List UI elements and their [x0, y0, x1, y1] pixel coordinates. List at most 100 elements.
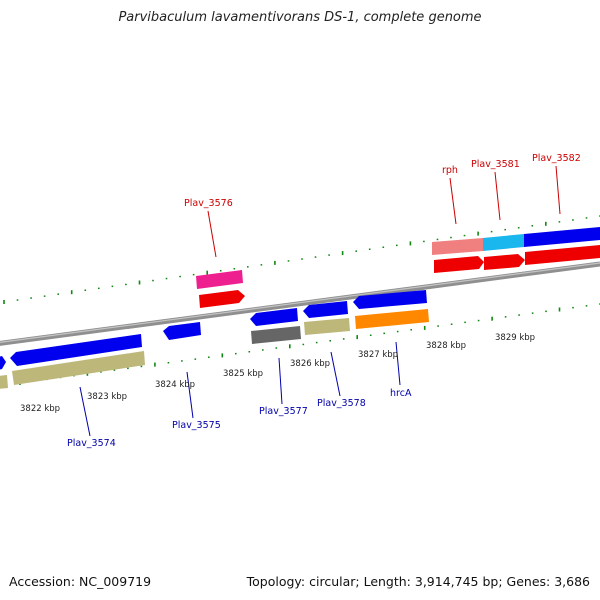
upper-tick: [477, 231, 479, 236]
gene-red-orf-2[interactable]: [484, 254, 525, 270]
upper-tick: [463, 234, 466, 237]
upper-tick: [152, 279, 154, 282]
tick-label-3823: 3823 kbp: [87, 392, 127, 402]
upper-tick: [138, 280, 141, 285]
gene-plav-3581-forward[interactable]: [483, 234, 524, 251]
upper-tick-track: [3, 215, 600, 304]
lower-tick: [113, 369, 116, 371]
gene-label-plav-3574[interactable]: Plav_3574: [67, 438, 116, 449]
upper-tick: [314, 256, 317, 258]
upper-tick: [3, 300, 5, 304]
upper-tick: [409, 241, 412, 246]
gene-label-rph[interactable]: rph: [442, 165, 458, 176]
leader-plav-3575: [186, 371, 194, 419]
upper-tick: [16, 299, 19, 301]
tick-label-3825: 3825 kbp: [223, 369, 263, 379]
gene-plav-3582-forward[interactable]: [524, 227, 600, 247]
tick-label-3822: 3822 kbp: [20, 404, 60, 414]
gene-left-edge-blue[interactable]: [0, 356, 6, 370]
upper-tick: [396, 244, 398, 247]
lower-tick: [437, 325, 439, 327]
upper-tick: [436, 238, 439, 241]
upper-tick: [57, 293, 59, 295]
tick-label-3827: 3827 kbp: [358, 350, 398, 360]
gene-label-plav-3578[interactable]: Plav_3578: [317, 398, 366, 409]
upper-tick: [179, 275, 181, 278]
gene-left-edge-khaki[interactable]: [0, 375, 8, 389]
leader-plav-3582: [555, 165, 561, 215]
gene-hrca-blue[interactable]: [353, 290, 427, 309]
lower-tick: [504, 316, 507, 318]
lower-tick: [585, 305, 588, 307]
lower-tick: [127, 367, 129, 370]
upper-tick: [30, 297, 32, 299]
gene-red-orf-3[interactable]: [525, 245, 600, 265]
upper-tick: [233, 268, 236, 270]
lower-tick: [383, 332, 385, 335]
lower-tick: [572, 306, 574, 309]
lower-tick: [194, 358, 197, 360]
gene-label-plav-3582[interactable]: Plav_3582: [532, 153, 581, 164]
upper-tick: [382, 246, 385, 248]
lower-tick: [100, 371, 102, 373]
upper-tick: [368, 248, 371, 250]
gene-label-hrca[interactable]: hrcA: [390, 388, 412, 399]
lower-tick: [302, 343, 305, 346]
lower-tick: [248, 351, 251, 353]
gene-rph-forward[interactable]: [432, 238, 483, 255]
gene-label-plav-3575[interactable]: Plav_3575: [172, 420, 221, 431]
gene-plav-3578-blue[interactable]: [303, 301, 348, 318]
gene-plav-3578-khaki[interactable]: [304, 318, 350, 335]
upper-tick: [206, 270, 208, 275]
lower-tick: [221, 353, 224, 358]
tick-label-3826: 3826 kbp: [290, 359, 330, 369]
lower-tick: [396, 330, 399, 333]
upper-tick: [98, 287, 100, 290]
lower-tick: [558, 307, 561, 312]
upper-tick: [585, 217, 588, 219]
upper-tick: [328, 254, 330, 256]
lower-tick-track: [19, 303, 600, 385]
upper-tick: [355, 250, 357, 252]
upper-tick: [111, 285, 114, 288]
upper-tick: [247, 266, 249, 268]
gene-plav-3576-magenta[interactable]: [196, 270, 243, 289]
tick-label-3824: 3824 kbp: [155, 380, 195, 390]
leader-lines: [79, 165, 561, 437]
gene-plav-3577-gray[interactable]: [251, 326, 301, 344]
upper-tick: [504, 228, 506, 231]
gene-plav-3575[interactable]: [163, 322, 201, 340]
upper-tick: [531, 225, 534, 227]
lower-tick: [140, 365, 143, 368]
upper-tick: [43, 295, 46, 297]
upper-tick: [192, 273, 195, 276]
upper-tick: [450, 236, 452, 239]
gene-red-orf-1[interactable]: [434, 256, 484, 273]
leader-plav-3574: [79, 386, 91, 437]
upper-tick: [517, 227, 520, 229]
upper-tick: [301, 258, 303, 260]
gene-plav-3577-blue[interactable]: [250, 308, 298, 326]
gene-features: [0, 227, 600, 389]
gene-label-plav-3581[interactable]: Plav_3581: [471, 159, 520, 170]
upper-tick: [274, 260, 276, 265]
upper-tick: [287, 260, 290, 262]
leader-plav-3577: [278, 357, 283, 405]
gene-label-plav-3576[interactable]: Plav_3576: [184, 198, 233, 209]
lower-tick: [181, 360, 183, 362]
upper-tick: [260, 264, 263, 266]
tick-label-3829: 3829 kbp: [495, 333, 535, 343]
lower-tick: [235, 352, 237, 355]
gene-label-plav-3577[interactable]: Plav_3577: [259, 406, 308, 417]
gene-hrca-orange[interactable]: [355, 309, 429, 329]
lower-tick: [423, 325, 426, 330]
lower-tick: [356, 335, 358, 340]
gene-plav-3574-khaki[interactable]: [12, 351, 145, 385]
gene-plav-3574-blue[interactable]: [10, 334, 142, 366]
upper-tick: [572, 219, 574, 221]
tick-labels: 3822 kbp 3823 kbp 3824 kbp 3825 kbp 3826…: [20, 333, 535, 414]
gene-plav-3576-red[interactable]: [199, 290, 245, 308]
lower-tick: [450, 323, 453, 325]
leader-hrca: [395, 341, 401, 386]
